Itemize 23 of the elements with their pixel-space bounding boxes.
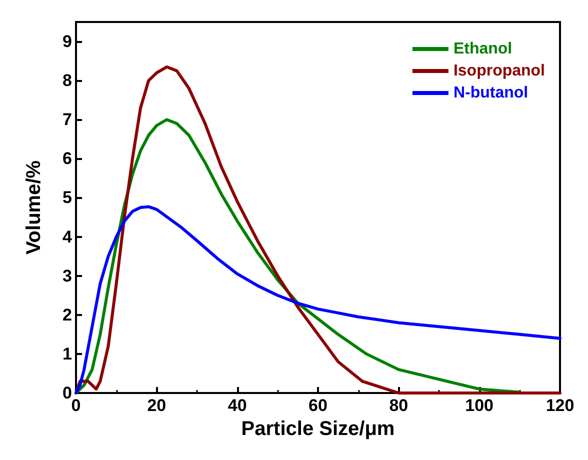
x-tick-label: 80 <box>389 396 408 415</box>
y-tick-label: 3 <box>62 266 72 286</box>
x-tick-label: 100 <box>465 396 494 415</box>
y-tick-label: 1 <box>62 344 72 364</box>
x-tick-label: 120 <box>546 396 574 415</box>
line-series <box>74 205 562 394</box>
y-tick-label: 8 <box>62 71 72 90</box>
legend-label: N-butanol <box>453 84 528 102</box>
y-tick-label: 6 <box>62 149 72 168</box>
x-axis-title: Particle Size/μm <box>241 418 395 440</box>
x-tick-label: 60 <box>308 396 328 415</box>
y-tick-label: 4 <box>62 227 73 246</box>
line-series <box>74 65 562 394</box>
y-tick-label: 0 <box>62 384 72 402</box>
legend-label: Isopropanol <box>453 62 546 80</box>
x-tick-label: 20 <box>147 396 166 415</box>
y-axis-title: Volume/% <box>23 160 45 255</box>
y-tick-label: 5 <box>62 188 72 208</box>
x-tick-label: 40 <box>228 396 247 415</box>
y-tick-label: 7 <box>62 110 72 130</box>
legend-label: Ethanol <box>453 40 512 58</box>
y-tick-label: 2 <box>62 305 72 324</box>
y-tick-label: 9 <box>62 32 72 52</box>
